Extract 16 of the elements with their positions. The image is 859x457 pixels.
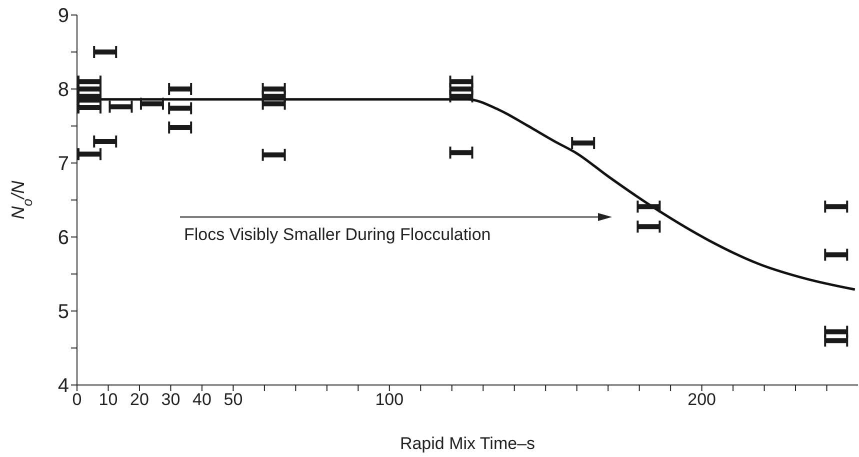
y-tick-label: 4: [58, 375, 69, 398]
y-tick-label: 6: [58, 227, 69, 250]
x-tick-label: 0: [72, 390, 82, 410]
x-tick-label: 50: [224, 390, 243, 410]
y-tick-label: 9: [58, 5, 69, 28]
y-tick-label: 7: [58, 153, 69, 176]
x-tick-label: 200: [688, 390, 716, 410]
annotation: Flocs Visibly Smaller During Flocculation: [184, 225, 491, 245]
x-tick-label: 100: [375, 390, 404, 410]
x-tick-label: 40: [192, 390, 212, 410]
x-axis-title: Rapid Mix Time–s: [400, 434, 536, 453]
x-tick-label: 10: [98, 390, 118, 410]
x-tick-label: 30: [161, 390, 180, 410]
x-tick-label: 20: [130, 390, 149, 410]
y-tick-label: 8: [58, 79, 69, 102]
y-tick-label: 5: [58, 301, 69, 324]
